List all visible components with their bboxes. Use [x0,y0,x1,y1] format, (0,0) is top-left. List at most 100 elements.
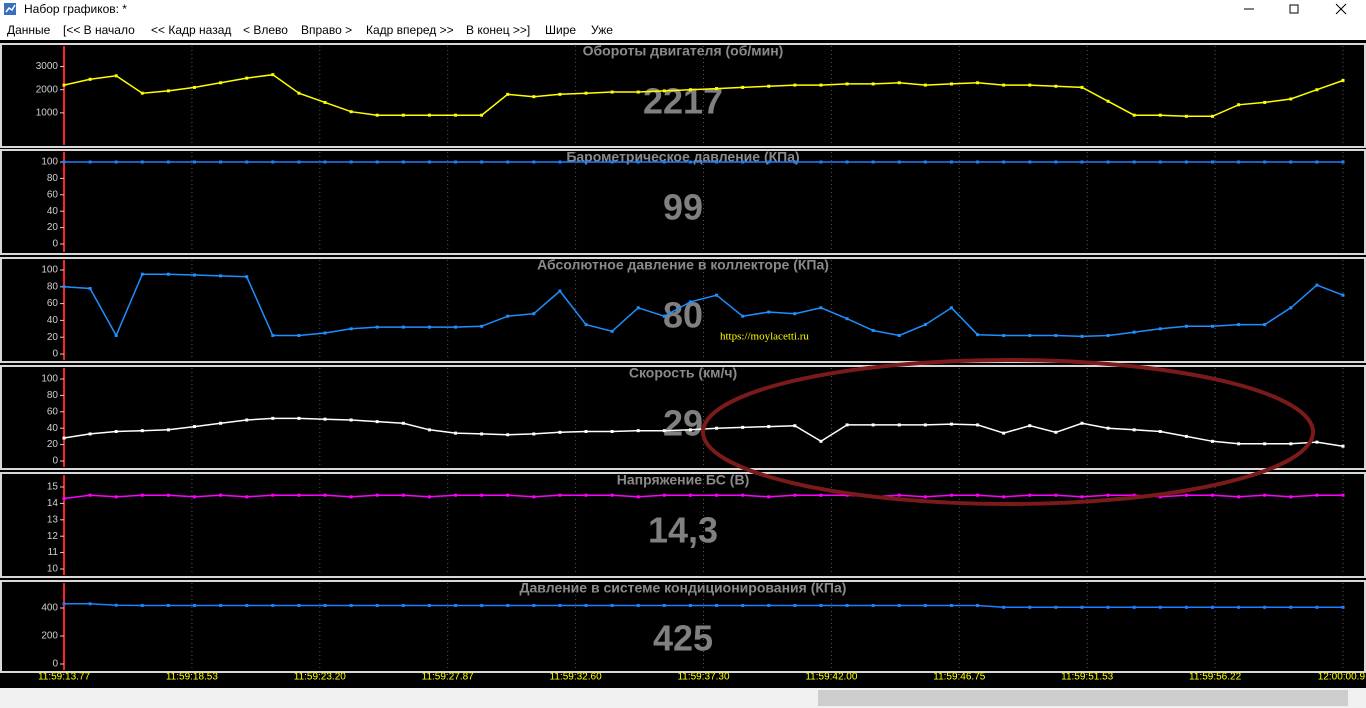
data-point [1210,160,1214,164]
scrollbar-thumb[interactable] [818,690,1348,706]
y-tick-label: 10 [47,564,59,575]
data-point [166,89,170,93]
data-point [506,160,510,164]
data-point [1132,330,1136,334]
data-point [114,334,118,338]
data-point [297,91,301,95]
data-point [1237,442,1241,446]
menu-item[interactable]: < Влево [243,23,288,37]
data-point [715,426,719,430]
data-point [140,493,144,497]
close-button[interactable] [1335,3,1347,15]
restore-button[interactable] [1289,4,1299,14]
data-point [1054,334,1058,338]
data-point [88,493,92,497]
data-point [480,324,484,328]
menu-item[interactable]: Вправо > [301,23,352,37]
menu-item[interactable]: Шире [545,23,576,37]
y-tick-label: 20 [47,222,59,233]
data-point [1080,605,1084,609]
data-point [767,495,771,499]
data-point [245,76,249,80]
data-point [297,160,301,164]
data-point [88,286,92,290]
data-point [506,314,510,318]
data-point [427,160,431,164]
data-point [193,85,197,89]
y-tick-label: 200 [41,631,58,642]
data-point [1210,605,1214,609]
data-point [976,423,980,427]
data-point [480,160,484,164]
data-point [245,418,249,422]
data-point [715,87,719,91]
data-point [271,416,275,420]
data-point [845,493,849,497]
data-point [1054,605,1058,609]
data-point [1289,605,1293,609]
data-point [845,160,849,164]
data-point [662,603,666,607]
data-point [271,334,275,338]
menu-item[interactable]: Уже [591,23,613,37]
data-point [454,325,458,329]
panel [0,580,1366,673]
data-point [1054,84,1058,88]
data-point [662,314,666,318]
chart-title: Абсолютное давление в коллекторе (КПа) [537,257,829,273]
data-point [767,603,771,607]
data-point [1002,160,1006,164]
data-point [219,81,223,85]
data-point [610,160,614,164]
data-point [454,431,458,435]
data-point [688,160,692,164]
y-tick-label: 20 [47,439,59,450]
data-point [349,327,353,331]
x-tick-label: 11:59:32.60 [550,672,603,683]
y-tick-label: 12 [47,531,59,542]
data-point [323,160,327,164]
data-point [636,160,640,164]
data-point [349,495,353,499]
data-point [532,495,536,499]
data-point [923,323,927,327]
data-point [140,272,144,276]
menu-bar: Данные [<< В начало << Кадр назад < Влево Вп… [7,23,613,37]
menu-item[interactable]: << Кадр назад [151,23,231,37]
data-point [1263,323,1267,327]
data-point [610,329,614,333]
data-point [88,160,92,164]
data-point [1158,327,1162,331]
data-point [871,82,875,86]
data-point [1184,493,1188,497]
data-point [401,113,405,117]
data-point [923,495,927,499]
data-point [1289,442,1293,446]
menu-item[interactable]: Данные [7,23,51,37]
data-point [897,603,901,607]
menu-item[interactable]: [<< В начало [63,23,135,37]
data-point [819,493,823,497]
y-tick-label: 0 [52,659,58,670]
data-point [949,306,953,310]
data-point [767,310,771,314]
data-point [454,493,458,497]
data-point [636,603,640,607]
data-point [1002,605,1006,609]
y-tick-label: 20 [47,332,59,343]
data-point [584,160,588,164]
data-point [297,334,301,338]
menu-item[interactable]: Кадр вперед >> [366,23,454,37]
data-point [558,92,562,96]
readout: 2217 [643,81,723,122]
data-point [349,160,353,164]
data-point [871,328,875,332]
data-point [584,91,588,95]
data-point [454,113,458,117]
menu-item[interactable]: В конец >>] [466,23,530,37]
data-point [558,430,562,434]
data-point [245,160,249,164]
data-point [297,493,301,497]
